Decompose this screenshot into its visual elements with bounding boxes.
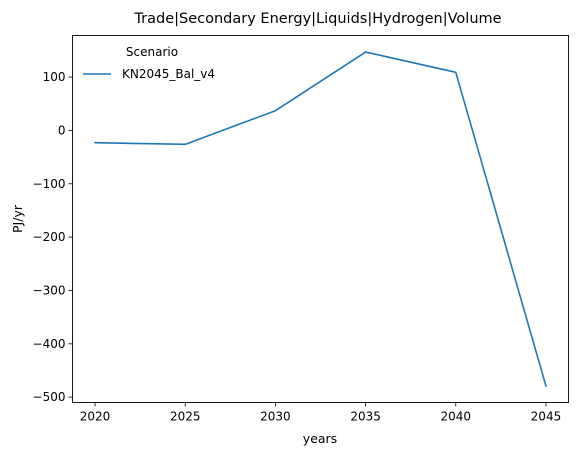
y-tick-label: −400 (33, 337, 66, 351)
y-tick-label: −300 (33, 283, 66, 297)
x-tick-label: 2025 (170, 410, 201, 424)
y-tick-label: 100 (43, 70, 66, 84)
legend-series-label: KN2045_Bal_v4 (122, 67, 215, 81)
plot-frame (72, 35, 569, 403)
x-tick-label: 2030 (260, 410, 291, 424)
x-tick-label: 2040 (440, 410, 471, 424)
y-axis-ticks: 100 0 −100 −200 −300 −400 −500 (33, 70, 73, 404)
y-tick-label: −500 (33, 390, 66, 404)
y-tick-label: 0 (58, 123, 66, 137)
x-tick-label: 2020 (80, 410, 111, 424)
x-axis-ticks: 2020 2025 2030 2035 2040 2045 (80, 402, 562, 424)
series-line-KN2045_Bal_v4 (94, 51, 547, 387)
x-tick-label: 2035 (350, 410, 381, 424)
chart-title: Trade|Secondary Energy|Liquids|Hydrogen|… (133, 11, 501, 27)
y-tick-label: −200 (33, 230, 66, 244)
x-tick-label: 2045 (531, 410, 562, 424)
y-tick-label: −100 (33, 177, 66, 191)
x-axis-label: years (303, 431, 337, 446)
y-axis-label: PJ/yr (10, 204, 25, 233)
legend-title: Scenario (126, 45, 178, 59)
plot-area (94, 51, 547, 387)
legend: Scenario KN2045_Bal_v4 (83, 45, 215, 81)
